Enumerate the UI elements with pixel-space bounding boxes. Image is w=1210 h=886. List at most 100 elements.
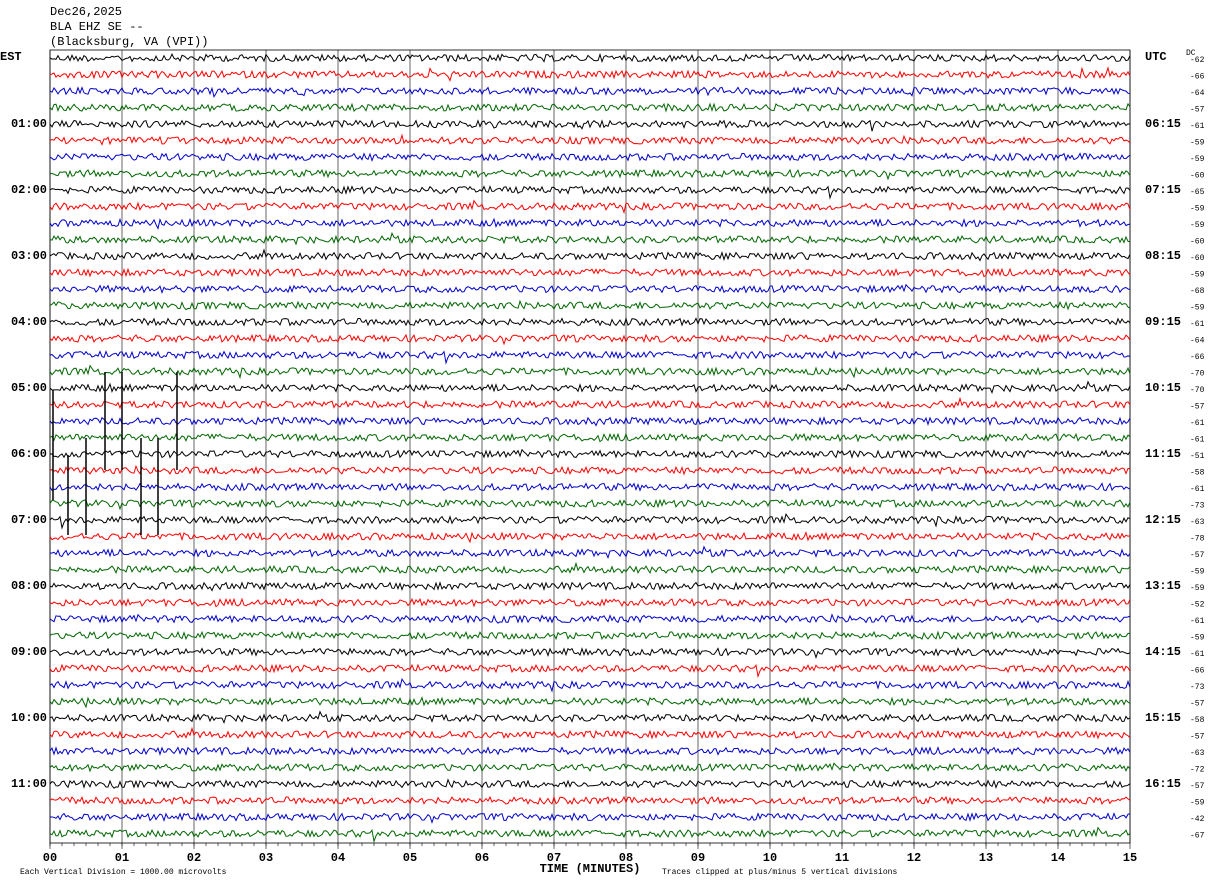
dc-label: DC — [1186, 49, 1196, 58]
left-time-label: 02:00 — [11, 183, 47, 197]
dc-offset: -64 — [1190, 89, 1205, 98]
right-time-label: 11:15 — [1145, 447, 1181, 461]
right-time-label: 13:15 — [1145, 579, 1181, 593]
scale-note: Each Vertical Division = 1000.00 microvo… — [20, 868, 227, 877]
trace — [49, 647, 1131, 659]
trace — [49, 581, 1131, 592]
dc-offset: -59 — [1190, 221, 1205, 230]
dc-offset: -59 — [1190, 205, 1205, 214]
trace — [49, 481, 1131, 492]
left-zone: EST — [0, 50, 22, 64]
dc-offset: -65 — [1190, 188, 1205, 197]
trace — [49, 630, 1131, 641]
dc-offset: -59 — [1190, 568, 1205, 577]
left-time-label: 05:00 — [11, 381, 47, 395]
x-tick-label: 02 — [187, 851, 201, 865]
right-time-label: 08:15 — [1145, 249, 1181, 263]
header-line: BLA EHZ SE -- — [50, 20, 144, 34]
x-tick-label: 06 — [475, 851, 489, 865]
trace — [49, 795, 1131, 806]
trace — [50, 812, 1131, 824]
dc-offset: -61 — [1190, 617, 1205, 626]
trace — [49, 513, 1131, 530]
trace — [49, 267, 1131, 278]
trace — [49, 364, 1131, 380]
trace — [49, 762, 1131, 773]
header-line: Dec26,2025 — [50, 5, 122, 19]
dc-offset: -61 — [1190, 436, 1205, 445]
left-time-label: 06:00 — [11, 447, 47, 461]
right-time-label: 14:15 — [1145, 645, 1181, 659]
dc-offset: -73 — [1190, 502, 1205, 511]
dc-offset: -59 — [1190, 155, 1205, 164]
dc-offset: -64 — [1190, 337, 1205, 346]
right-time-label: 09:15 — [1145, 315, 1181, 329]
dc-offset: -61 — [1190, 650, 1205, 659]
trace — [49, 696, 1131, 709]
right-time-label: 07:15 — [1145, 183, 1181, 197]
trace — [49, 710, 1131, 725]
dc-offset: -70 — [1190, 386, 1205, 395]
left-time-label: 10:00 — [11, 711, 47, 725]
trace — [49, 432, 1131, 443]
dc-offset: -67 — [1190, 832, 1205, 841]
dc-offset: -57 — [1190, 700, 1205, 709]
x-tick-label: 03 — [259, 851, 273, 865]
trace — [49, 102, 1131, 113]
trace — [49, 350, 1131, 365]
trace — [49, 299, 1131, 311]
left-time-label: 08:00 — [11, 579, 47, 593]
trace — [49, 316, 1131, 327]
trace — [49, 561, 1131, 575]
right-time-label: 16:15 — [1145, 777, 1181, 791]
dc-offset: -51 — [1190, 452, 1205, 461]
trace — [49, 185, 1131, 200]
right-time-label: 06:15 — [1145, 117, 1181, 131]
right-time-label: 10:15 — [1145, 381, 1181, 395]
trace — [49, 778, 1131, 790]
dc-offset: -66 — [1190, 73, 1205, 82]
dc-offset: -61 — [1190, 122, 1205, 131]
right-zone: UTC — [1145, 50, 1167, 64]
dc-offset: -58 — [1190, 716, 1205, 725]
trace — [49, 464, 1131, 476]
x-tick-label: 01 — [115, 851, 129, 865]
dc-offset: -57 — [1190, 403, 1205, 412]
trace — [49, 396, 1131, 410]
dc-offset: -63 — [1190, 749, 1205, 758]
trace — [49, 597, 1131, 608]
dc-offset: -62 — [1190, 56, 1205, 65]
clip-note: Traces clipped at plus/minus 5 vertical … — [662, 868, 897, 877]
dc-offset: -63 — [1190, 518, 1205, 527]
trace — [49, 119, 1131, 132]
dc-offset: -61 — [1190, 485, 1205, 494]
trace — [49, 545, 1131, 560]
dc-offset: -66 — [1190, 667, 1205, 676]
trace — [49, 231, 1131, 246]
header-line: (Blacksburg, VA (VPI)) — [50, 35, 208, 49]
dc-offset: -59 — [1190, 799, 1205, 808]
x-tick-label: 08 — [619, 851, 633, 865]
x-tick-label: 10 — [763, 851, 777, 865]
right-time-label: 12:15 — [1145, 513, 1181, 527]
trace — [49, 283, 1131, 295]
trace — [49, 133, 1131, 146]
trace — [49, 663, 1131, 679]
trace — [49, 199, 1131, 215]
trace — [49, 52, 1131, 64]
trace — [49, 613, 1131, 624]
trace — [49, 151, 1131, 163]
dc-offset: -59 — [1190, 634, 1205, 643]
dc-offset: -57 — [1190, 733, 1205, 742]
trace — [49, 746, 1131, 757]
trace — [49, 448, 1131, 459]
dc-offset: -42 — [1190, 815, 1205, 824]
left-time-label: 07:00 — [11, 513, 47, 527]
x-tick-label: 11 — [835, 851, 849, 865]
trace — [49, 826, 1131, 844]
dc-offset: -60 — [1190, 254, 1205, 263]
dc-offset: -70 — [1190, 370, 1205, 379]
trace — [49, 415, 1131, 427]
dc-offset: -61 — [1190, 419, 1205, 428]
